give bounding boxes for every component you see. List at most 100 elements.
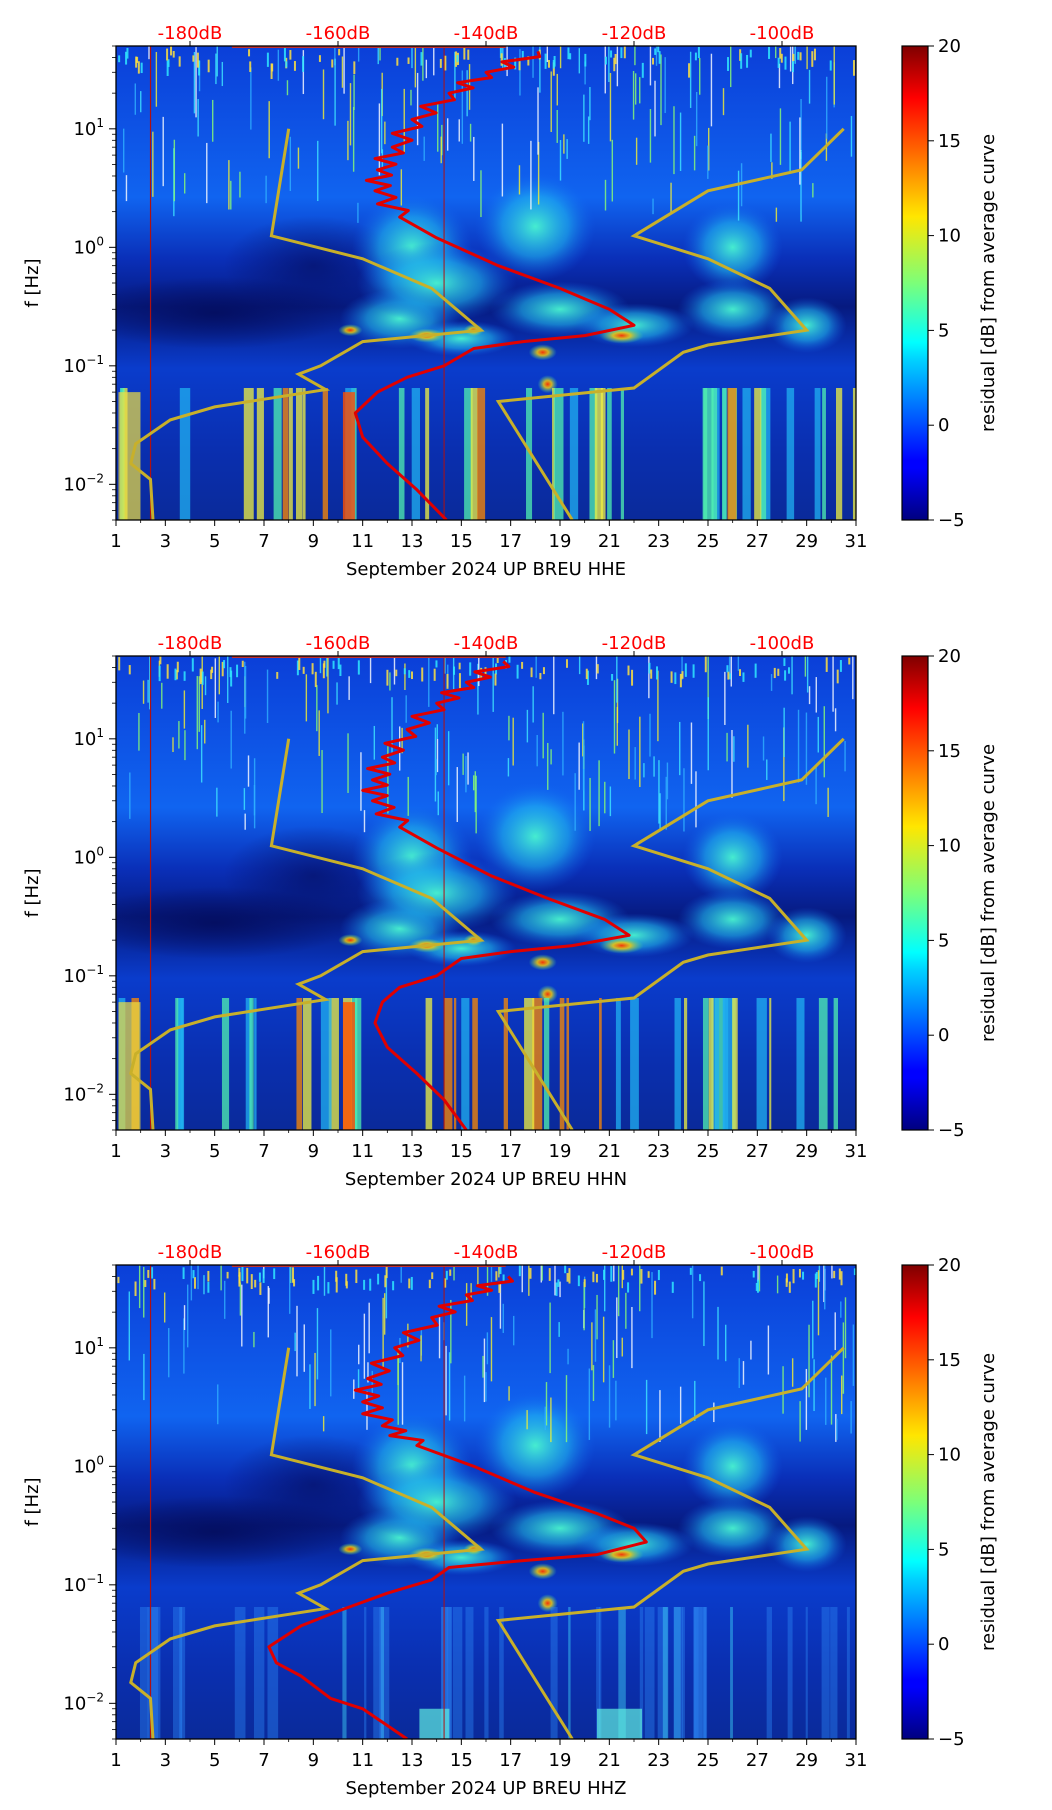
heatmap-hf-speckle	[840, 1271, 843, 1286]
low-noise-model-curve	[129, 1347, 485, 1739]
heatmap-hf-streak	[454, 51, 456, 101]
heatmap-hf-streak	[367, 1362, 369, 1383]
heatmap-lowfreq-streak	[179, 387, 191, 520]
heatmap-hf-speckle	[199, 668, 202, 685]
heatmap-lowfreq-streak	[172, 1606, 183, 1739]
heatmap-hf-streak	[263, 1265, 265, 1279]
heatmap-lowfreq-streak	[273, 387, 282, 520]
heatmap-hf-speckle	[622, 1269, 625, 1280]
heatmap-hf-speckle	[627, 1282, 630, 1293]
heatmap-hf-streak	[423, 136, 425, 161]
heatmap-hf-streak	[492, 656, 494, 712]
heatmap-hf-streak	[470, 1283, 472, 1299]
heatmap-energy-patch	[677, 279, 788, 340]
heatmap-hf-streak	[303, 1324, 305, 1372]
heatmap-hf-streak	[463, 1375, 466, 1422]
heatmap-hf-speckle	[498, 1281, 501, 1293]
heatmap-hf-streak	[574, 773, 576, 831]
colorbar-tick-label: 0	[938, 1634, 949, 1655]
heatmap-hf-streak	[243, 788, 246, 810]
heatmap-hf-streak	[501, 123, 504, 197]
colorbar	[901, 45, 929, 521]
heatmap-hf-speckle	[126, 47, 129, 59]
heatmap-hf-streak	[405, 695, 407, 723]
x-tick-label: 25	[697, 1750, 720, 1771]
x-tick-label: 17	[499, 1141, 522, 1162]
heatmap-hf-speckle	[128, 665, 131, 675]
heatmap-hf-speckle	[802, 1271, 805, 1280]
heatmap-hf-streak	[512, 717, 514, 766]
heatmap-hf-streak	[776, 1275, 779, 1294]
heatmap-hf-speckle	[754, 663, 757, 678]
heatmap-lowfreq-streak	[176, 997, 184, 1130]
heatmap-hf-streak	[762, 736, 765, 761]
heatmap-lowfreq-streak	[786, 387, 795, 520]
heatmap-hf-speckle	[410, 1276, 413, 1290]
heatmap-hot-patch	[599, 937, 644, 954]
heatmap-lowfreq-streak	[639, 1606, 644, 1739]
heatmap-hf-streak	[253, 1331, 255, 1348]
heatmap-hf-streak	[363, 810, 366, 833]
heatmap-hf-streak	[357, 1369, 360, 1392]
heatmap-hf-streak	[713, 1402, 715, 1423]
heatmap-hf-speckle	[248, 49, 251, 57]
heatmap-hf-speckle	[773, 667, 776, 679]
heatmap-hf-streak	[266, 669, 269, 723]
heatmap-lowfreq-streak	[552, 387, 555, 520]
heatmap-hf-speckle	[603, 1269, 606, 1280]
heatmap-lowfreq-streak	[822, 387, 826, 520]
heatmap-hf-streak	[649, 109, 652, 163]
heatmap-hf-speckle	[403, 668, 406, 675]
heatmap-hf-streak	[466, 70, 468, 117]
heatmap-hf-streak	[214, 658, 217, 718]
heatmap-hf-streak	[253, 785, 256, 816]
heatmap-hf-streak	[425, 59, 428, 79]
heatmap-lowfreq-streak	[425, 997, 433, 1130]
heatmap-hf-streak	[239, 171, 241, 198]
heatmap-hf-streak	[660, 54, 662, 126]
top-db-label: -100dB	[750, 633, 815, 654]
heatmap-hf-streak	[791, 1358, 794, 1387]
heatmap-lowfreq-streak	[830, 1606, 838, 1739]
heatmap-hf-streak	[378, 103, 381, 176]
heatmap-lowfreq-streak	[742, 387, 751, 520]
heatmap-hf-streak	[482, 1355, 484, 1378]
heatmap-hf-streak	[322, 69, 325, 120]
heatmap-lowfreq-streak	[644, 1606, 655, 1739]
heatmap-hf-streak	[565, 1375, 568, 1443]
heatmap-hf-streak	[318, 710, 320, 756]
heatmap-energy-patch	[682, 202, 783, 293]
heatmap-hot-patch	[528, 954, 557, 971]
heatmap-hf-speckle	[658, 51, 661, 64]
heatmap-lowfreq-streak	[503, 997, 508, 1130]
heatmap-hf-speckle	[768, 46, 771, 59]
heatmap-hf-streak	[589, 777, 591, 831]
heatmap-lowfreq-streak	[221, 997, 230, 1130]
y-tick-exponent: 1	[96, 1335, 104, 1349]
heatmap-hf-speckle	[283, 46, 286, 62]
heatmap-hf-streak	[268, 1287, 270, 1304]
heatmap-hf-streak	[616, 1297, 618, 1359]
y-tick-exponent: 0	[96, 234, 104, 248]
heatmap-hf-streak	[767, 1325, 770, 1375]
heatmap-energy-patch	[766, 907, 847, 964]
heatmap-hf-speckle	[657, 1269, 660, 1281]
heatmap-hf-streak	[625, 1292, 627, 1329]
heatmap-lowfreq-streak	[180, 1606, 186, 1739]
mean-psd-curve	[353, 50, 636, 520]
heatmap-hf-streak	[513, 1315, 515, 1346]
heatmap-hf-streak	[726, 732, 728, 762]
heatmap-hf-streak	[664, 57, 666, 114]
heatmap-hf-streak	[290, 1265, 292, 1284]
heatmap-hf-streak	[296, 1305, 298, 1377]
heatmap-hf-streak	[138, 712, 140, 751]
heatmap-hf-speckle	[411, 671, 414, 680]
heatmap-hf-speckle	[125, 51, 128, 65]
heatmap-lowfreq-streak	[139, 1606, 149, 1739]
heatmap-hf-speckle	[557, 1279, 560, 1287]
heatmap-hf-streak	[584, 61, 586, 85]
heatmap-hf-streak	[815, 765, 817, 805]
heatmap-hf-streak	[508, 715, 510, 741]
heatmap-lowfreq-streak	[732, 997, 738, 1130]
